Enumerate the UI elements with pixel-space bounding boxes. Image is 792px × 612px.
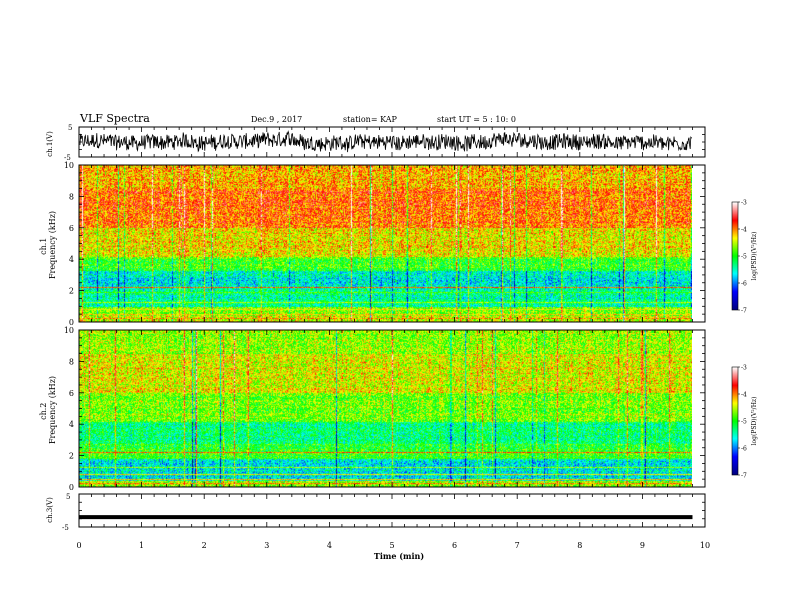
ch1-channel-name: ch.1 [39,238,48,255]
time-tick-label: 0 [76,541,81,550]
colorbar-tick-label: -7 [741,473,747,480]
frequency-tick-label: 2 [69,287,74,296]
ch2-channel-name: ch.2 [39,403,48,420]
header-start-time: start UT = 5 : 10: 0 [437,115,516,124]
ch2-frequency-axis-label: Frequency (kHz) [48,376,57,444]
time-tick-label: 7 [515,541,520,550]
time-tick-label: 8 [577,541,582,550]
ch2-colorbar: -3 -4 -5 -6 -7 log(PSD)(V²/Hz) [731,365,758,480]
frequency-tick-label: 8 [69,192,74,201]
frequency-tick-label: 6 [69,389,74,398]
colorbar-tick-label: -4 [741,392,747,399]
frequency-tick-label: 8 [69,357,74,366]
ch1-frequency-axis-label: Frequency (kHz) [48,211,57,279]
colorbar-tick-label: -3 [741,365,747,372]
ch1-waveform-line [79,130,693,153]
frequency-tick-label: 6 [69,224,74,233]
ch2-channel-label: ch.2 Frequency (kHz) [39,376,57,444]
ch1-waveform-ticks [78,126,706,158]
ch3-ytick-bottom: -5 [62,524,69,532]
ch1-spectrogram-panel: 0 2 4 6 8 10 ch.1 Frequency (kHz) [39,161,706,327]
spectrogram-pixels [79,165,692,322]
ch3-waveform-frame [78,493,706,528]
colorbar-gradient [732,202,738,310]
ch1-ytick-top: 5 [68,124,72,132]
figure-title: VLF Spectra [79,112,150,125]
colorbar-tick-label: -6 [741,446,747,453]
colorbar-tick-label: -7 [741,308,747,315]
frequency-tick-label: 2 [69,452,74,461]
colorbar-tick-label: -6 [741,281,747,288]
frequency-tick-label: 10 [64,326,74,335]
ch1-colorbar: -3 -4 -5 -6 -7 log(PSD)(V²/Hz) [731,200,758,315]
frequency-tick-label: 0 [69,483,74,492]
colorbar-tick-label: -4 [741,227,747,234]
colorbar-tick-label: -5 [741,254,747,261]
ch3-waveform-panel: 5 -5 ch.3(V) [46,493,706,532]
time-axis-label: Time (min) [374,551,424,561]
ch2-frequency-tick-labels: 0 2 4 6 8 10 [64,326,74,492]
ch1-ytick-bottom: -5 [64,154,71,162]
ch1-waveform-panel: 5 -5 ch.1(V) [46,124,706,162]
frequency-tick-label: 4 [69,255,74,264]
header-station: station= KAP [343,115,398,124]
ch1-spectrogram-ticks [78,164,706,323]
frequency-tick-label: 10 [64,161,74,170]
ch2-spectrogram-ticks [78,329,706,488]
ch1-frequency-tick-labels: 0 2 4 6 8 10 [64,161,74,327]
ch1-spectrogram-image [79,165,692,322]
ch2-spectrogram-panel: 0 2 4 6 8 10 ch.2 Frequency (kHz) [39,326,706,492]
time-tick-label: 1 [139,541,144,550]
ch1-waveform-ylabel: ch.1(V) [46,131,54,157]
time-tick-label: 2 [202,541,207,550]
time-tick-label: 10 [700,541,710,550]
ch1-channel-label: ch.1 Frequency (kHz) [39,211,57,279]
time-tick-label: 6 [452,541,457,550]
colorbar-label: log(PSD)(V²/Hz) [751,397,758,446]
frequency-tick-label: 4 [69,420,74,429]
ch3-ytick-top: 5 [66,493,70,501]
colorbar-tick-label: -3 [741,200,747,207]
ch3-waveform-ticks [78,493,706,528]
time-tick-label: 3 [264,541,269,550]
colorbar-label: log(PSD)(V²/Hz) [751,232,758,281]
ch2-spectrogram-image [79,330,692,487]
time-tick-label: 9 [640,541,645,550]
colorbar-gradient [732,367,738,475]
colorbar-tick-label: -5 [741,419,747,426]
ch3-waveform-ylabel: ch.3(V) [46,497,54,523]
time-tick-labels: 0 1 2 3 4 5 6 7 8 9 10 [76,541,710,550]
time-tick-label: 5 [389,541,394,550]
spectrogram-pixels [79,330,692,487]
frequency-tick-label: 0 [69,318,74,327]
time-tick-label: 4 [327,541,332,550]
header-date: Dec.9 , 2017 [251,115,302,124]
